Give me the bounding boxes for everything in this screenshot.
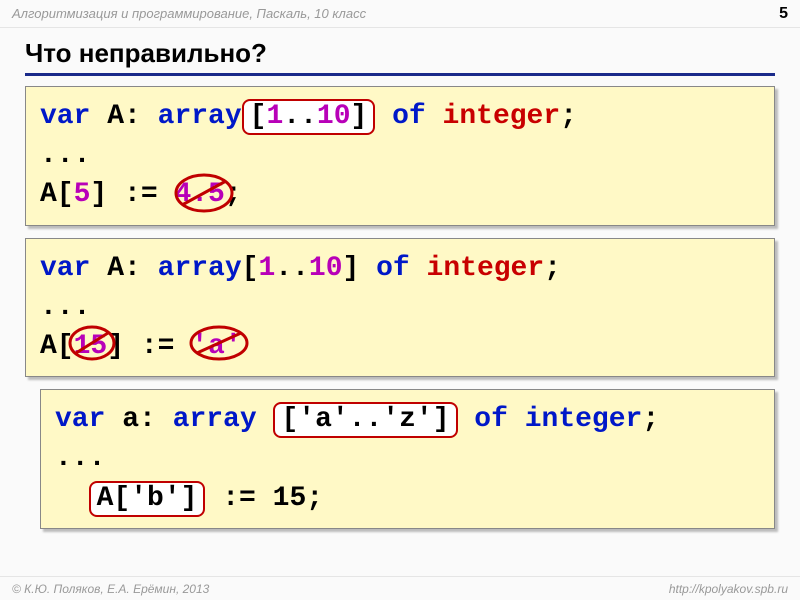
error-text: 4.5 [174, 179, 224, 210]
kw-of: of [375, 101, 442, 132]
semicolon: ; [560, 101, 577, 132]
assign-op: := [107, 179, 174, 210]
range-end: 10 [309, 253, 343, 284]
code-line: var A: array[1..10] of integer; [40, 97, 760, 136]
code-block-2: var A: array[1..10] of integer; ... A[15… [25, 238, 775, 378]
code-text: A: [90, 101, 157, 132]
code-line: ... [55, 439, 760, 478]
title-underline [25, 73, 775, 76]
error-text: 'a' [191, 331, 241, 362]
footer-right: http://kpolyakov.spb.ru [669, 582, 788, 596]
arr-close: ] [107, 331, 124, 362]
code-line: var a: array ['a'..'z'] of integer; [55, 400, 760, 439]
arr-open: A[ [40, 179, 74, 210]
range-dots: .. [275, 253, 309, 284]
header-text: Алгоритмизация и программирование, Паска… [12, 6, 366, 21]
semicolon: ; [642, 404, 659, 435]
assign-rest: := 15; [205, 483, 323, 514]
code-text: a: [105, 404, 172, 435]
arr-index: 5 [74, 179, 91, 210]
page-number: 5 [779, 5, 788, 23]
code-line: A[5] := 4.5; [40, 175, 760, 214]
page-title: Что неправильно? [0, 28, 800, 73]
code-line: A['b'] := 15; [55, 479, 760, 518]
kw-var: var [40, 101, 90, 132]
code-line: ... [40, 288, 760, 327]
arr-open: A[ [40, 331, 74, 362]
kw-array: array [158, 253, 242, 284]
error-text: 15 [74, 331, 108, 362]
arr-close: ] [90, 179, 107, 210]
lbracket: [ [242, 253, 259, 284]
code-text: A: [90, 253, 157, 284]
rbracket: ] [343, 253, 360, 284]
error-value: 'a' [191, 327, 241, 366]
lbracket: [ [250, 101, 267, 132]
range-dots: .. [283, 101, 317, 132]
kw-integer: integer [525, 404, 643, 435]
range-end: 10 [317, 101, 351, 132]
error-index: 15 [74, 327, 108, 366]
code-block-1: var A: array[1..10] of integer; ... A[5]… [25, 86, 775, 226]
range-start: 1 [266, 101, 283, 132]
error-value: 4.5 [174, 175, 224, 214]
index-highlight: A['b'] [89, 481, 206, 517]
code-block-3: var a: array ['a'..'z'] of integer; ... … [40, 389, 775, 529]
kw-array: array [173, 404, 257, 435]
range-highlight: [1..10] [242, 99, 376, 135]
header-bar: Алгоритмизация и программирование, Паска… [0, 0, 800, 28]
kw-of: of [359, 253, 426, 284]
kw-integer: integer [443, 101, 561, 132]
code-line: A[15] := 'a' [40, 327, 760, 366]
range-start: 1 [258, 253, 275, 284]
kw-var: var [55, 404, 105, 435]
code-line: var A: array[1..10] of integer; [40, 249, 760, 288]
footer-left: © К.Ю. Поляков, Е.А. Ерёмин, 2013 [12, 582, 209, 596]
range-highlight: ['a'..'z'] [273, 402, 457, 438]
kw-var: var [40, 253, 90, 284]
footer-bar: © К.Ю. Поляков, Е.А. Ерёмин, 2013 http:/… [0, 576, 800, 600]
kw-integer: integer [427, 253, 545, 284]
assign-op: := [124, 331, 191, 362]
rbracket: ] [351, 101, 368, 132]
semicolon: ; [225, 179, 242, 210]
code-line: ... [40, 136, 760, 175]
kw-of: of [458, 404, 525, 435]
kw-array: array [158, 101, 242, 132]
semicolon: ; [544, 253, 561, 284]
